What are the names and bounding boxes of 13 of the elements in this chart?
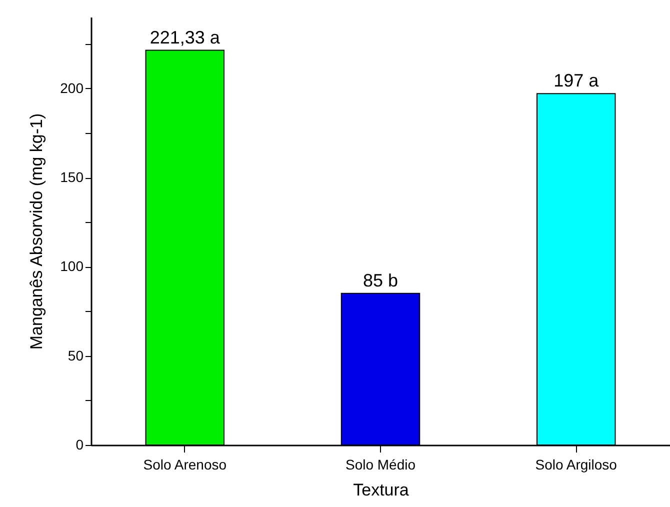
x-axis-title: Textura <box>353 480 410 500</box>
y-axis-title: Manganês Absorvido (mg kg-1) <box>27 113 46 350</box>
y-tick-label: 50 <box>68 347 84 364</box>
y-tick-label: 200 <box>60 80 84 96</box>
y-tick-label: 150 <box>60 169 84 185</box>
data-label: 197 a <box>554 70 600 91</box>
y-tick-label: 0 <box>76 436 84 452</box>
data-label: 85 b <box>362 270 398 290</box>
y-tick-label: 100 <box>60 258 84 274</box>
x-tick-label: Solo Médio <box>345 456 416 472</box>
data-label: 221,33 a <box>150 27 221 48</box>
x-tick-label: Solo Arenoso <box>143 456 227 472</box>
x-tick-label: Solo Argiloso <box>535 456 618 472</box>
